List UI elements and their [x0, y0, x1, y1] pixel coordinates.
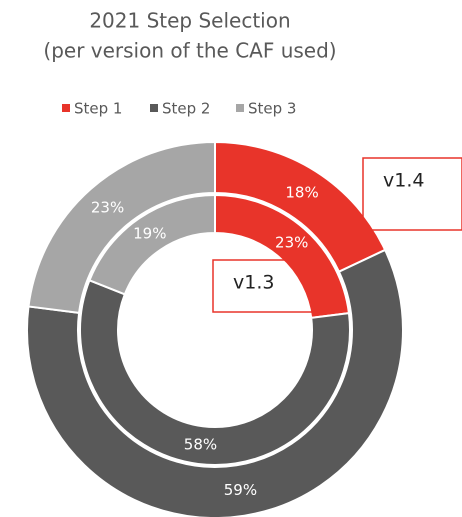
legend-label: Step 2 [162, 100, 210, 118]
donut-segment [27, 140, 216, 314]
data-label: 23% [275, 233, 308, 251]
chart-subtitle: (per version of the CAF used) [43, 39, 336, 63]
legend-label: Step 3 [248, 100, 296, 118]
annotation-box [362, 157, 462, 231]
annotation-box [212, 259, 319, 313]
donut-segment [88, 193, 216, 296]
annotation-label: v1.3 [233, 272, 274, 294]
donut-segment [79, 279, 351, 466]
donut-segment [26, 248, 404, 517]
data-label: 19% [133, 225, 166, 243]
legend-swatch [62, 104, 70, 112]
data-label: 59% [224, 481, 257, 499]
legend-label: Step 1 [74, 100, 122, 118]
legend-swatch [236, 104, 244, 112]
legend-swatch [150, 104, 158, 112]
data-label: 18% [285, 183, 318, 201]
annotation-label: v1.4 [383, 170, 424, 192]
data-label: 58% [184, 436, 217, 454]
chart-title: 2021 Step Selection [89, 9, 290, 33]
data-label: 23% [91, 199, 124, 217]
